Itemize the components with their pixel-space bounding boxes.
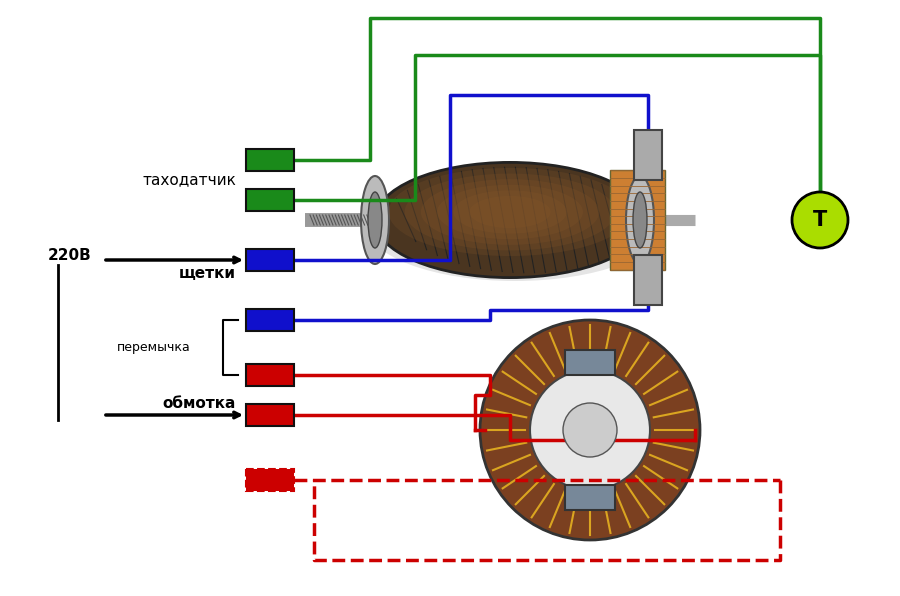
FancyBboxPatch shape	[246, 469, 294, 491]
FancyBboxPatch shape	[246, 189, 294, 211]
FancyBboxPatch shape	[634, 130, 662, 180]
Circle shape	[792, 192, 848, 248]
Text: таходатчик: таходатчик	[142, 172, 236, 188]
Text: щетки: щетки	[179, 266, 236, 281]
Text: перемычка: перемычка	[117, 341, 191, 354]
FancyBboxPatch shape	[246, 364, 294, 386]
FancyBboxPatch shape	[246, 249, 294, 271]
Ellipse shape	[405, 173, 616, 250]
Ellipse shape	[437, 185, 583, 239]
Ellipse shape	[421, 179, 599, 245]
Ellipse shape	[375, 162, 645, 278]
Ellipse shape	[633, 192, 647, 248]
Text: T: T	[813, 210, 827, 230]
Circle shape	[480, 320, 700, 540]
FancyBboxPatch shape	[565, 350, 615, 375]
FancyBboxPatch shape	[246, 309, 294, 331]
Ellipse shape	[361, 176, 389, 264]
FancyBboxPatch shape	[565, 485, 615, 510]
Ellipse shape	[366, 169, 663, 281]
FancyBboxPatch shape	[246, 149, 294, 171]
FancyBboxPatch shape	[246, 404, 294, 426]
Ellipse shape	[368, 192, 382, 248]
FancyBboxPatch shape	[610, 170, 665, 269]
Ellipse shape	[389, 168, 632, 256]
FancyBboxPatch shape	[634, 255, 662, 305]
Ellipse shape	[626, 176, 654, 264]
Circle shape	[563, 403, 617, 457]
Ellipse shape	[470, 196, 551, 228]
Circle shape	[530, 370, 650, 490]
Ellipse shape	[454, 190, 567, 234]
Text: 220В: 220В	[48, 247, 92, 262]
Text: обмотка: обмотка	[163, 396, 236, 411]
